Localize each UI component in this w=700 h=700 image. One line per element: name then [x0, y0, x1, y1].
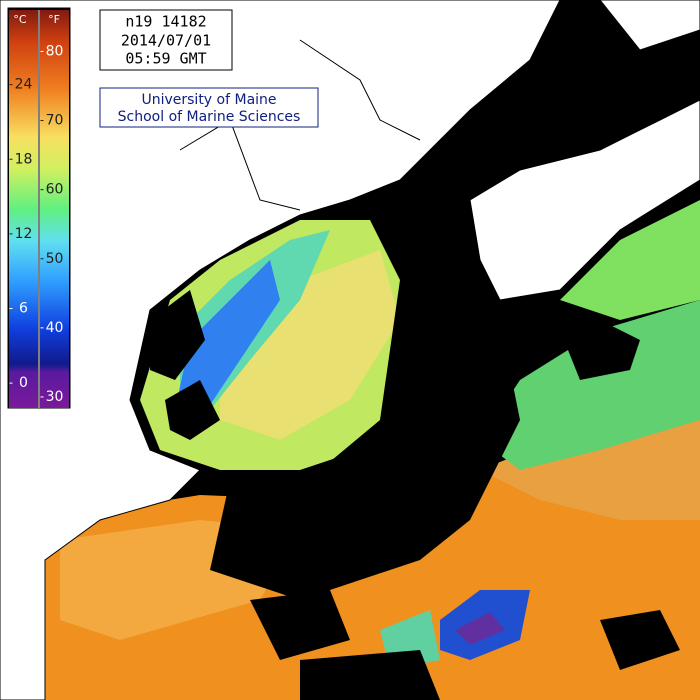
fahrenheit-unit: °F: [48, 13, 60, 26]
credit-box: University of Maine School of Marine Sci…: [99, 87, 319, 128]
colorbar-tick-label: 80: [46, 43, 64, 59]
fahrenheit-scale: [40, 10, 69, 408]
colorbar-tick-label: 30: [46, 389, 64, 405]
colorbar-tick-label: 70: [46, 113, 64, 129]
credit-line: School of Marine Sciences: [118, 109, 301, 125]
satellite-pass: n19 14182: [125, 13, 206, 31]
colorbar-tick-label: 40: [46, 320, 64, 336]
colorbar: °C °F: [6, 6, 72, 410]
colorbar-tick-label: 24: [15, 77, 33, 93]
date: 2014/07/01: [121, 32, 211, 50]
colorbar-tick-label: 12: [15, 226, 33, 242]
colorbar-tick-label: 18: [15, 151, 33, 167]
info-box: n19 14182 2014/07/01 05:59 GMT: [99, 9, 233, 71]
colorbar-tick-label: 60: [46, 182, 64, 198]
colorbar-tick-label: 0: [19, 375, 28, 391]
time: 05:59 GMT: [125, 50, 206, 68]
credit-line: University of Maine: [141, 92, 276, 108]
colorbar-tick-label: 6: [19, 301, 28, 317]
colorbar-tick-label: 50: [46, 251, 64, 267]
celsius-scale: [9, 10, 38, 408]
celsius-unit: °C: [13, 13, 27, 26]
